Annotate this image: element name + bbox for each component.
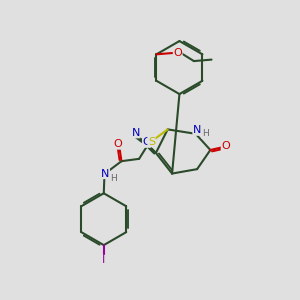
Text: O: O bbox=[173, 48, 182, 58]
Text: H: H bbox=[110, 174, 117, 183]
Text: N: N bbox=[193, 125, 201, 135]
Text: O: O bbox=[113, 139, 122, 149]
Text: N: N bbox=[132, 128, 140, 138]
Text: O: O bbox=[221, 141, 230, 151]
Text: S: S bbox=[148, 137, 155, 147]
Text: N: N bbox=[101, 169, 110, 178]
Text: I: I bbox=[102, 255, 105, 266]
Text: H: H bbox=[202, 129, 208, 138]
Text: C: C bbox=[142, 137, 150, 147]
